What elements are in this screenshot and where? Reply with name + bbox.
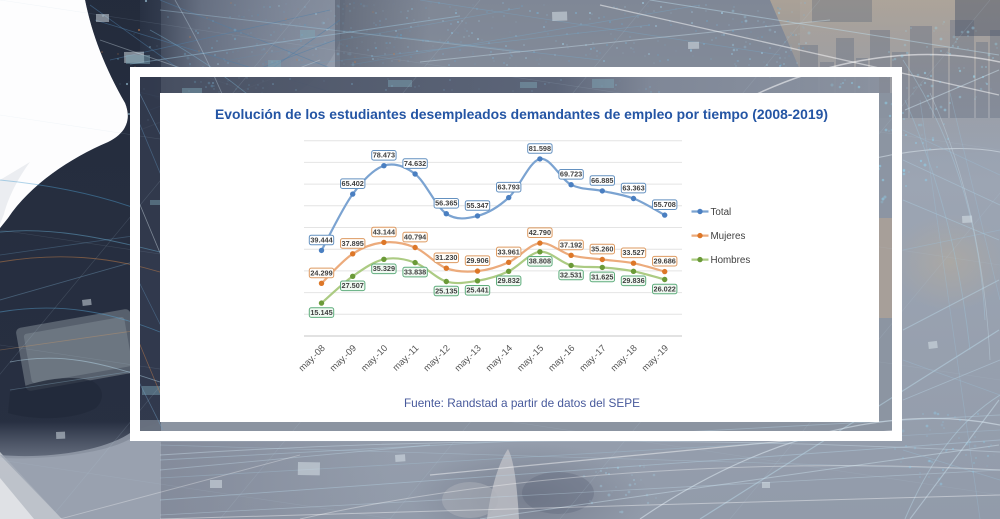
svg-text:78.473: 78.473 [373, 151, 395, 160]
svg-text:56.365: 56.365 [435, 199, 457, 208]
svg-text:35.260: 35.260 [591, 245, 613, 254]
svg-text:may.-09: may.-09 [328, 343, 358, 373]
svg-text:may.-08: may.-08 [297, 343, 327, 373]
svg-text:25.441: 25.441 [466, 286, 488, 295]
svg-text:69.723: 69.723 [560, 170, 582, 179]
svg-text:40.794: 40.794 [404, 233, 427, 242]
svg-text:37.192: 37.192 [560, 240, 582, 249]
svg-text:33.527: 33.527 [622, 248, 644, 257]
svg-text:29.832: 29.832 [498, 276, 520, 285]
svg-text:31.625: 31.625 [591, 272, 613, 281]
svg-text:39.444: 39.444 [310, 235, 333, 244]
svg-text:27.507: 27.507 [342, 281, 364, 290]
svg-text:Hombres: Hombres [711, 255, 751, 266]
svg-text:74.632: 74.632 [404, 159, 426, 168]
svg-text:32.531: 32.531 [560, 270, 582, 279]
svg-text:may.-17: may.-17 [577, 343, 607, 373]
svg-text:81.598: 81.598 [529, 144, 551, 153]
svg-text:may.-16: may.-16 [546, 343, 576, 373]
svg-text:55.347: 55.347 [466, 201, 488, 210]
svg-text:may.-18: may.-18 [609, 343, 639, 373]
svg-text:may.-10: may.-10 [359, 343, 389, 373]
svg-text:29.906: 29.906 [466, 256, 488, 265]
svg-text:63.363: 63.363 [622, 184, 644, 193]
svg-text:24.299: 24.299 [310, 268, 332, 277]
svg-text:29.686: 29.686 [654, 257, 676, 266]
svg-text:38.808: 38.808 [529, 257, 551, 266]
svg-text:65.402: 65.402 [342, 179, 364, 188]
svg-text:may.-14: may.-14 [484, 343, 514, 373]
svg-text:35.329: 35.329 [373, 264, 395, 273]
svg-text:Mujeres: Mujeres [711, 231, 746, 242]
svg-text:25.135: 25.135 [435, 286, 457, 295]
svg-text:may.-13: may.-13 [453, 343, 483, 373]
svg-text:may.-15: may.-15 [515, 343, 545, 373]
svg-text:26.022: 26.022 [654, 284, 676, 293]
svg-text:Total: Total [711, 207, 732, 218]
svg-text:43.144: 43.144 [373, 227, 396, 236]
svg-text:may.-12: may.-12 [421, 343, 451, 373]
svg-text:15.145: 15.145 [310, 308, 332, 317]
svg-text:29.836: 29.836 [622, 276, 644, 285]
svg-text:may.-11: may.-11 [391, 343, 421, 373]
svg-text:37.895: 37.895 [342, 239, 364, 248]
svg-text:42.790: 42.790 [529, 228, 551, 237]
svg-text:33.838: 33.838 [404, 268, 426, 277]
svg-text:63.793: 63.793 [498, 183, 520, 192]
svg-text:may.-19: may.-19 [640, 343, 670, 373]
svg-text:55.708: 55.708 [654, 200, 676, 209]
svg-text:66.885: 66.885 [591, 176, 613, 185]
svg-text:33.961: 33.961 [498, 247, 520, 256]
svg-text:31.230: 31.230 [435, 253, 457, 262]
